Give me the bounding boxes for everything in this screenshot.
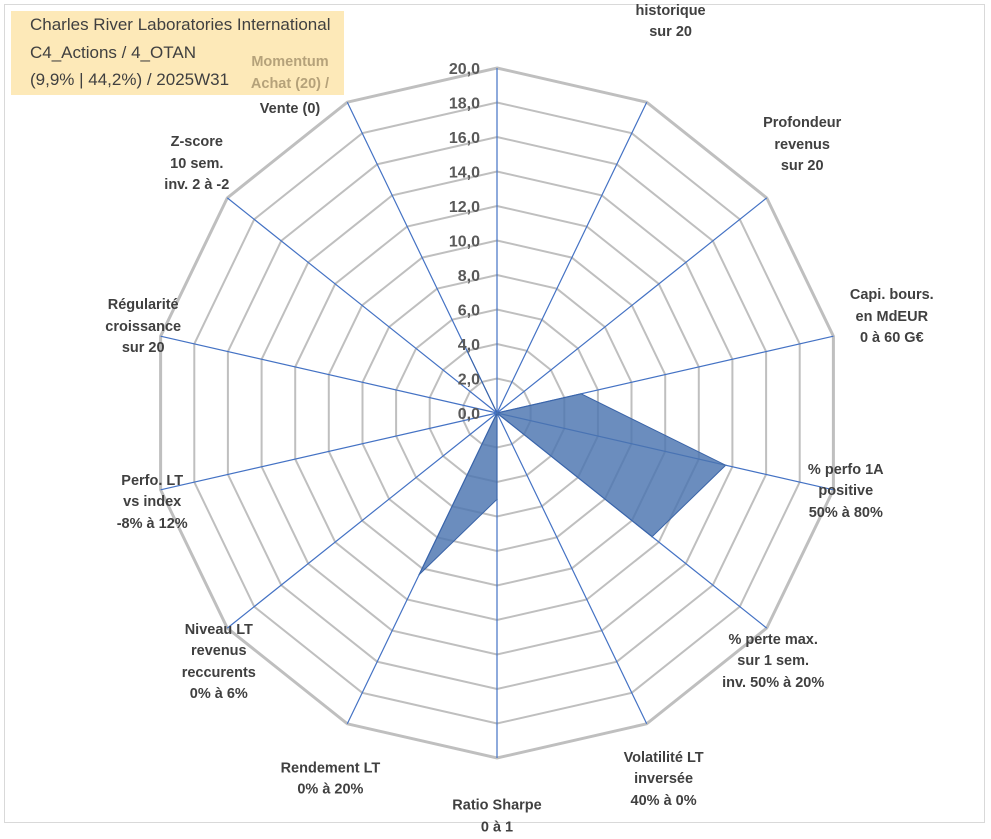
momentum-label: Momentum <box>251 54 329 70</box>
spoke-layer <box>160 68 834 758</box>
axis-spoke <box>226 412 498 629</box>
tick-label: 16,0 <box>449 130 480 147</box>
data-point <box>496 498 498 501</box>
chart-frame: 0,0 2,0 4,0 6,0 8,0 10,0 12,0 14,0 16,0 18,0 20,0 … <box>4 3 985 835</box>
series-area <box>418 350 727 575</box>
category-label: Rendement LT 0% à 20% <box>280 760 381 798</box>
tick-label: 20,0 <box>449 61 480 78</box>
tick-label: 2,0 <box>458 372 480 389</box>
tick-label: 8,0 <box>458 268 480 285</box>
category-label: Z-score 10 sem. inv. 2 à -2 <box>164 133 230 193</box>
tick-label: 6,0 <box>458 303 480 320</box>
category-label: Niveau LT revenus reccurents 0% à 6% <box>181 621 256 703</box>
category-label: % perte max. sur 1 sem. inv. 50% à 20% <box>722 631 825 691</box>
tick-label: 4,0 <box>458 337 480 354</box>
series-layer <box>418 350 727 576</box>
tick-label: 18,0 <box>449 96 480 113</box>
axis-spoke <box>160 412 498 491</box>
momentum-buy-label: Achat (20) / <box>250 76 330 92</box>
tick-label: 0,0 <box>458 406 480 423</box>
momentum-sell-label: Vente (0) <box>259 101 321 117</box>
category-label: Profondeur revenus sur 20 <box>763 114 842 174</box>
category-label: % perfo 1A positive 50% à 80% <box>807 461 884 521</box>
tick-label: 12,0 <box>449 199 480 216</box>
data-point <box>580 393 582 395</box>
radar-chart: 0,0 2,0 4,0 6,0 8,0 10,0 12,0 14,0 16,0 18,0 20,0 <box>159 61 835 760</box>
tick-label: 10,0 <box>449 234 480 251</box>
category-label: Capi. bours. en MdEUR 0 à 60 G€ <box>849 287 934 347</box>
data-point <box>651 535 653 538</box>
axis-spoke <box>160 335 498 414</box>
fund-label: C4_Actions / 4_OTAN <box>30 43 196 62</box>
axis-spoke <box>496 412 648 725</box>
tick-layer: 0,0 2,0 4,0 6,0 8,0 10,0 12,0 14,0 16,0 18,0 20,0 <box>449 61 480 423</box>
data-point <box>466 350 468 352</box>
company-title: Charles River Laboratories International <box>30 15 331 34</box>
axis-spoke <box>226 197 498 414</box>
category-label: Profondeur historique sur 20 <box>635 2 706 41</box>
category-label: Régularité croissance sur 20 <box>105 297 182 357</box>
axis-spoke <box>496 101 648 414</box>
stats-label: (9,9% | 44,2%) / 2025W31 <box>30 70 230 89</box>
title-box: Charles River Laboratories International… <box>11 11 344 95</box>
category-label: Perfo. LT vs index -8% à 12% <box>116 472 188 532</box>
category-label: Ratio Sharpe 0 à 1 <box>452 797 542 836</box>
data-point <box>724 464 727 467</box>
data-point <box>418 573 421 576</box>
category-label: Note ESG sur 20 <box>458 0 535 3</box>
category-label: Volatilité LT inversée 40% à 0% <box>623 749 704 809</box>
data-point <box>496 412 498 414</box>
axis-spoke <box>496 197 768 414</box>
tick-label: 14,0 <box>449 165 480 182</box>
